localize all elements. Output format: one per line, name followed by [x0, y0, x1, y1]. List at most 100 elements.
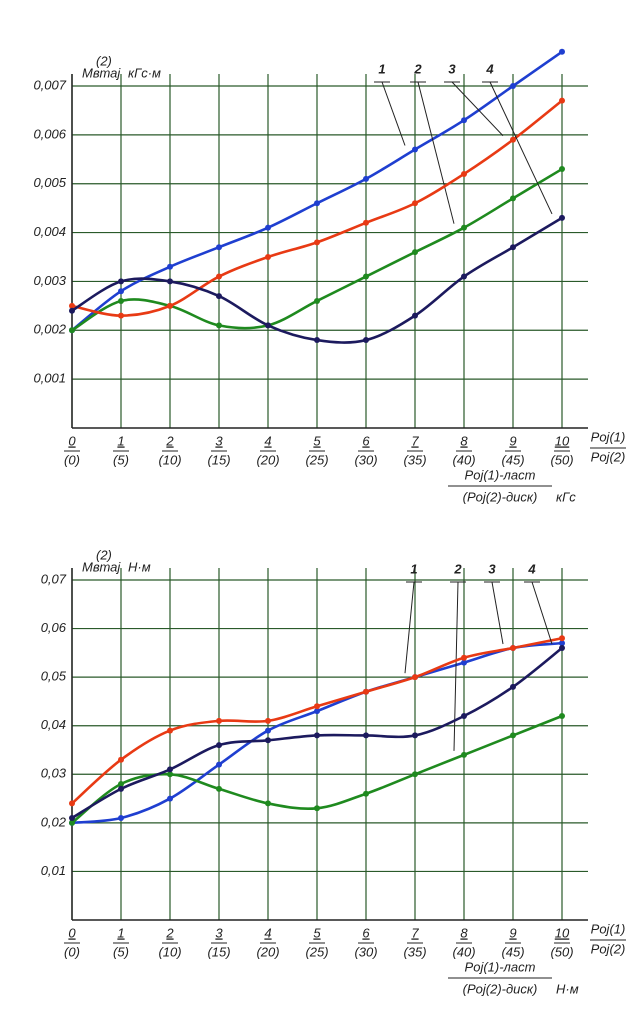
data-point [118, 756, 124, 763]
legend-leader [404, 581, 415, 674]
y-tick-label: 0,001 [33, 371, 66, 386]
x2-tick-label: (35) [403, 452, 426, 467]
data-point [118, 815, 124, 821]
x-tick-label: 10 [555, 925, 570, 940]
data-point [314, 297, 320, 304]
data-point [216, 742, 222, 749]
x2-tick-label: (0) [64, 944, 80, 959]
y-label-unit: кГс·м [128, 65, 161, 80]
y-label: Mвтаj [82, 559, 121, 574]
data-point [363, 273, 369, 280]
data-point [412, 771, 418, 778]
legend-label: 2 [453, 561, 462, 576]
data-point [461, 273, 467, 280]
y-tick-label: 0,02 [41, 814, 67, 829]
data-point [265, 737, 271, 744]
data-point [118, 312, 124, 319]
x-tick-label: 7 [411, 433, 419, 448]
x2-tick-label: (25) [305, 944, 328, 959]
data-point [69, 327, 75, 334]
data-point [314, 708, 320, 715]
legend-leader [453, 581, 459, 751]
data-point [314, 200, 320, 207]
x2-tick-label: (25) [305, 452, 328, 467]
y-label: Mвтаj [82, 65, 121, 80]
y-label-unit: Н·м [128, 559, 151, 574]
data-point [510, 732, 516, 739]
data-point [118, 297, 124, 304]
x2-tick-label: (30) [354, 452, 377, 467]
x-label-top: Poj(1)-ласт [465, 467, 536, 482]
data-point [216, 785, 222, 792]
data-point [265, 254, 271, 260]
data-point [216, 273, 222, 280]
data-point [167, 771, 173, 778]
legend-label: 4 [527, 561, 536, 576]
data-point [167, 766, 173, 773]
legend-label: 4 [485, 61, 494, 76]
x2-tick-label: (40) [452, 452, 475, 467]
legend-label: 2 [413, 61, 422, 76]
legend-leader [531, 581, 553, 645]
y-label-sup: (2) [96, 547, 112, 562]
data-point [167, 278, 173, 285]
x-tick-label: 4 [264, 925, 271, 940]
data-point [461, 713, 467, 719]
data-point [412, 732, 418, 739]
x-tick-label: 3 [215, 925, 223, 940]
x2-tick-label: (20) [256, 944, 279, 959]
data-point [167, 795, 173, 802]
y-tick-label: 0,04 [41, 717, 66, 732]
legend-label: 1 [378, 61, 385, 76]
x-tick-label: 2 [165, 925, 174, 940]
data-point [314, 703, 320, 710]
data-point [461, 224, 467, 231]
x2-tick-label: (20) [256, 452, 279, 467]
data-point [559, 48, 565, 55]
y-tick-label: 0,05 [41, 669, 67, 684]
data-point [559, 97, 565, 104]
x-tick-label: 6 [362, 433, 370, 448]
y-tick-label: 0,005 [33, 175, 66, 190]
x2-tick-label: (5) [113, 944, 129, 959]
legend-label: 3 [488, 561, 496, 576]
data-point [559, 635, 565, 642]
data-point [559, 214, 565, 221]
data-point [69, 800, 75, 807]
legend-label: 1 [410, 561, 417, 576]
data-point [461, 654, 467, 661]
x-tick-label: 3 [215, 433, 223, 448]
x2-tick-label: (50) [550, 452, 573, 467]
data-point [510, 645, 516, 651]
data-point [265, 322, 271, 329]
data-point [216, 244, 222, 251]
y-tick-label: 0,06 [41, 620, 67, 635]
data-point [363, 175, 369, 182]
x-tick-label: 1 [117, 925, 124, 940]
data-point [314, 337, 320, 344]
legend-leader [451, 81, 504, 137]
data-point [69, 819, 75, 826]
legend-leader [491, 581, 504, 645]
data-point [559, 640, 565, 647]
x-tick-label: 1 [117, 433, 124, 448]
data-point [69, 302, 75, 309]
data-point [412, 249, 418, 256]
x-label-unit: кГс [556, 489, 576, 504]
x-tick-label: 5 [313, 925, 321, 940]
x-label-top: Poj(1)-ласт [465, 959, 536, 974]
data-point [510, 244, 516, 251]
data-point [216, 717, 222, 724]
data-point [363, 337, 369, 344]
x2-tick-label: (45) [501, 944, 524, 959]
data-point [363, 219, 369, 226]
x2-tick-label: (40) [452, 944, 475, 959]
data-point [510, 195, 516, 202]
y-tick-label: 0,002 [33, 322, 66, 337]
x-tick-label: 0 [68, 925, 76, 940]
x-tick-label: 9 [509, 925, 516, 940]
x2-tick-label: (15) [207, 944, 230, 959]
data-point [461, 117, 467, 124]
x-ratio-top: Poj(1) [591, 921, 626, 936]
